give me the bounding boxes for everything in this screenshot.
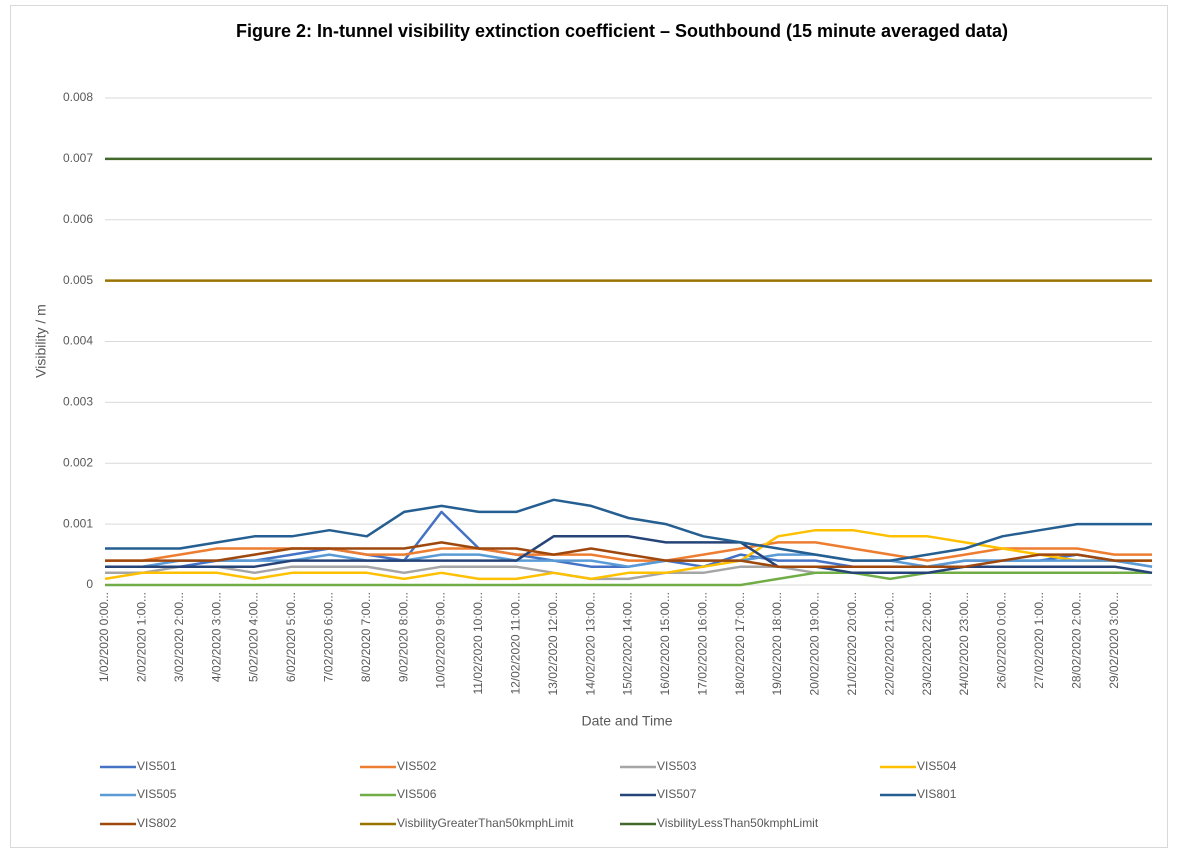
x-tick-label: 1/02/2020 0:00... — [97, 592, 111, 682]
x-tick-label: 2/02/2020 1:00... — [135, 592, 149, 682]
y-tick-label: 0.006 — [63, 212, 93, 226]
x-tick-label: 7/02/2020 6:00... — [322, 592, 336, 682]
y-tick-label: 0.005 — [63, 273, 93, 287]
series-line — [105, 535, 1153, 575]
x-tick-label: 12/02/2020 11:00... — [508, 592, 522, 695]
legend-label: VIS502 — [397, 759, 437, 773]
legend-label: VIS501 — [137, 759, 177, 773]
chart-border — [10, 5, 1168, 848]
series-line — [105, 541, 1152, 568]
x-tick-label: 4/02/2020 3:00... — [209, 592, 223, 682]
y-tick-label: 0.007 — [63, 151, 93, 165]
x-tick-label: 19/02/2020 18:00... — [770, 592, 784, 695]
y-tick-label: 0 — [86, 577, 93, 591]
y-tick-label: 0.002 — [63, 455, 93, 469]
x-tick-label: 23/02/2020 22:00... — [920, 592, 934, 695]
y-tick-label: 0.004 — [63, 334, 93, 348]
legend-label: VIS504 — [917, 759, 957, 773]
x-tick-label: 5/02/2020 4:00... — [247, 592, 261, 682]
x-tick-label: 22/02/2020 21:00... — [882, 592, 896, 695]
x-tick-label: 13/02/2020 12:00... — [546, 592, 560, 695]
y-tick-label: 0.008 — [63, 90, 93, 104]
x-tick-label: 15/02/2020 14:00... — [621, 592, 635, 695]
x-tick-label: 17/02/2020 16:00... — [695, 592, 709, 695]
legend-label: VIS507 — [657, 787, 697, 801]
x-tick-label: 29/02/2020 3:00... — [1107, 592, 1121, 689]
legend-label: VisbilityGreaterThan50kmphLimit — [397, 816, 574, 830]
x-tick-label: 27/02/2020 1:00... — [1032, 592, 1046, 689]
x-tick-label: 8/02/2020 7:00... — [359, 592, 373, 682]
series-line — [105, 553, 1153, 568]
series-line — [105, 541, 1152, 562]
x-tick-label: 9/02/2020 8:00... — [396, 592, 410, 682]
legend-label: VIS503 — [657, 759, 697, 773]
x-tick-label: 11/02/2020 10:00... — [471, 592, 485, 695]
x-tick-label: 21/02/2020 20:00... — [845, 592, 859, 695]
legend-label: VIS506 — [397, 787, 437, 801]
chart-title: Figure 2: In-tunnel visibility extinctio… — [236, 21, 1008, 41]
x-tick-label: 28/02/2020 2:00... — [1069, 592, 1083, 689]
x-tick-label: 10/02/2020 9:00... — [434, 592, 448, 689]
legend-label: VIS505 — [137, 787, 177, 801]
x-tick-label: 6/02/2020 5:00... — [284, 592, 298, 682]
series-line — [105, 571, 1152, 587]
x-tick-label: 18/02/2020 17:00... — [733, 592, 747, 695]
x-tick-label: 16/02/2020 15:00... — [658, 592, 672, 695]
x-tick-label: 14/02/2020 13:00... — [583, 592, 597, 695]
legend-label: VIS802 — [137, 816, 177, 830]
x-axis-title: Date and Time — [581, 713, 672, 729]
x-tick-label: 20/02/2020 19:00... — [808, 592, 822, 695]
y-tick-label: 0.003 — [63, 395, 93, 409]
y-tick-label: 0.001 — [63, 516, 93, 530]
legend-label: VisbilityLessThan50kmphLimit — [657, 816, 819, 830]
x-tick-label: 24/02/2020 23:00... — [957, 592, 971, 695]
x-tick-label: 3/02/2020 2:00... — [172, 592, 186, 682]
y-axis-title: Visibility / m — [33, 304, 49, 378]
series-line — [105, 498, 1152, 562]
legend-label: VIS801 — [917, 787, 957, 801]
x-tick-label: 26/02/2020 0:00... — [995, 592, 1009, 689]
